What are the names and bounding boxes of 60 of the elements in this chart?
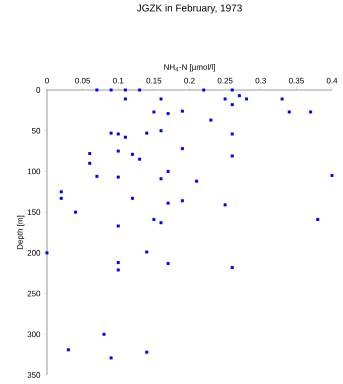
point	[116, 261, 120, 264]
point	[110, 132, 113, 135]
point	[230, 103, 234, 106]
point	[124, 136, 127, 139]
point	[160, 129, 162, 132]
point	[88, 152, 92, 156]
point	[166, 170, 170, 173]
point	[230, 266, 234, 270]
point	[152, 110, 156, 114]
point	[230, 88, 234, 92]
point	[180, 110, 184, 113]
point	[95, 88, 98, 92]
point	[60, 196, 63, 200]
point	[245, 97, 248, 100]
point	[131, 196, 134, 200]
point	[152, 218, 156, 221]
point	[138, 88, 142, 92]
point	[160, 177, 162, 180]
point	[110, 356, 113, 360]
point	[145, 132, 148, 135]
point	[180, 147, 184, 150]
point	[195, 180, 198, 183]
point	[309, 110, 312, 114]
point	[224, 203, 227, 206]
point	[116, 150, 120, 153]
point	[110, 88, 113, 92]
point	[145, 250, 148, 254]
point	[66, 348, 70, 352]
point	[116, 224, 120, 228]
point	[166, 202, 170, 205]
point	[166, 112, 170, 116]
point	[160, 97, 162, 100]
point	[330, 174, 334, 177]
point	[280, 97, 284, 100]
point	[60, 190, 63, 194]
point	[124, 97, 127, 100]
chart-title: JGZK in February, 1973	[136, 4, 242, 14]
point	[288, 110, 291, 114]
point	[116, 268, 120, 272]
point	[124, 88, 127, 92]
point	[166, 262, 170, 265]
point	[230, 154, 234, 158]
point	[46, 251, 48, 254]
point	[209, 118, 212, 122]
point	[116, 132, 120, 136]
point	[202, 88, 206, 92]
point	[131, 152, 134, 156]
point	[88, 162, 92, 165]
point	[230, 132, 234, 136]
point	[316, 218, 320, 221]
point	[224, 97, 227, 100]
point	[74, 210, 77, 214]
point	[95, 174, 98, 178]
point	[116, 176, 120, 179]
point	[145, 350, 148, 354]
point	[160, 221, 162, 224]
point	[102, 332, 106, 336]
point	[238, 94, 241, 98]
point	[180, 199, 184, 202]
point	[138, 158, 142, 161]
